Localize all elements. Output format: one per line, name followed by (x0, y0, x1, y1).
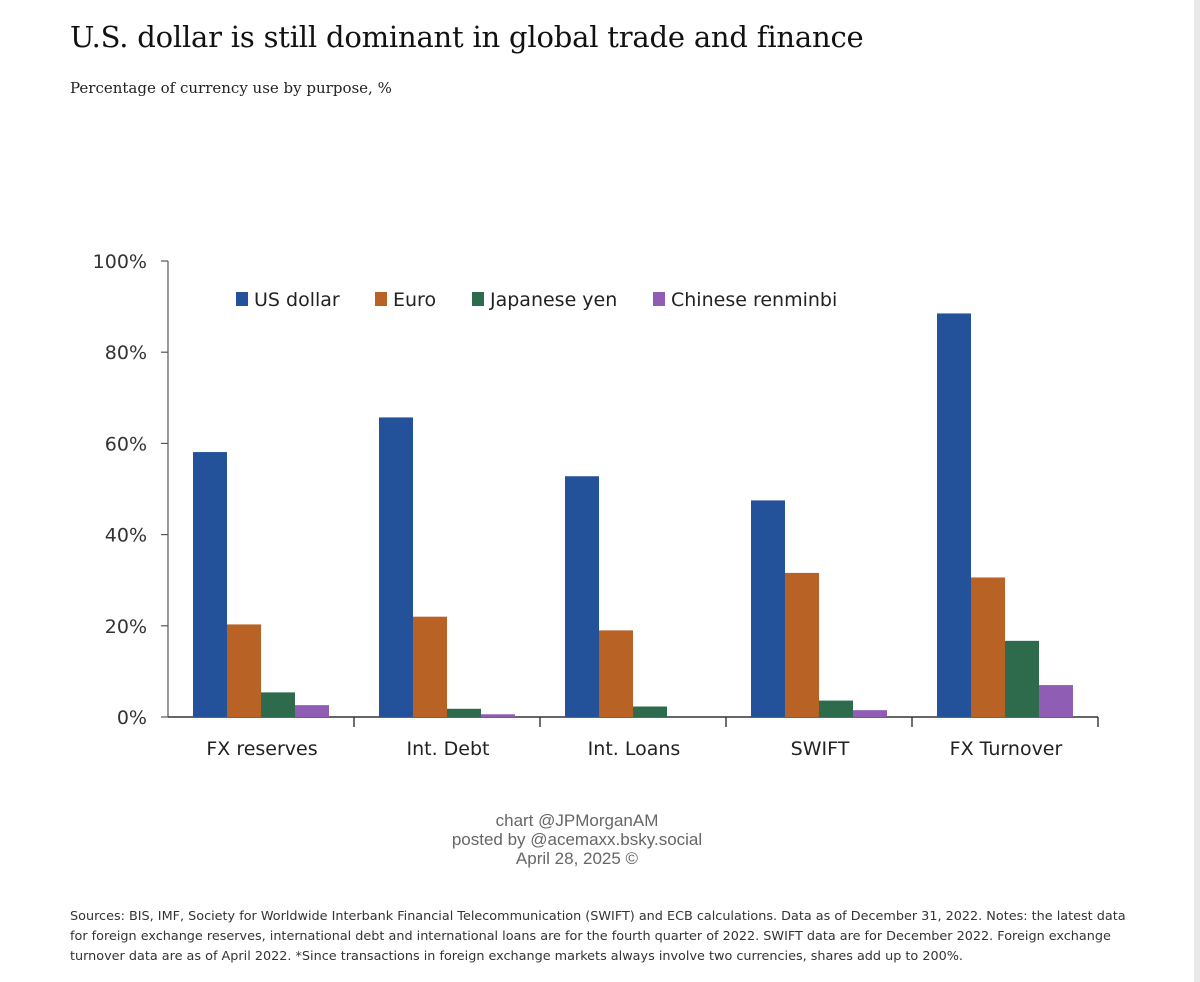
bar-chart: 0% 20% 40% 60% 80% 100% FX reserves Int. Debt In… (93, 251, 1099, 760)
legend-swatch (375, 292, 387, 306)
legend-label: US dollar (254, 289, 340, 311)
x-category-label: SWIFT (791, 738, 850, 760)
credit-line-1: chart @JPMorganAM (495, 811, 659, 830)
bar-us-dollar (193, 452, 227, 717)
bar-us-dollar (937, 313, 971, 717)
credit-line-2: posted by @acemaxx.bsky.social (451, 830, 703, 849)
legend-swatch (472, 292, 484, 306)
bar-japanese-yen (633, 706, 667, 717)
legend-swatch (236, 292, 248, 306)
legend-label: Euro (393, 289, 436, 311)
x-category-label: Int. Loans (588, 738, 681, 760)
x-category-label: FX reserves (206, 738, 317, 760)
legend-label: Chinese renminbi (671, 289, 837, 311)
bar-us-dollar (379, 417, 413, 717)
bar-euro (227, 624, 261, 717)
bar-chinese-renminbi (481, 714, 515, 717)
y-tick-label: 0% (117, 707, 147, 729)
bar-euro (971, 577, 1005, 717)
y-tick-label: 80% (105, 342, 147, 364)
x-category-label: Int. Debt (406, 738, 489, 760)
bar-euro (599, 630, 633, 717)
bar-japanese-yen (1005, 640, 1039, 717)
bar-japanese-yen (447, 708, 481, 717)
chart-subtitle: Percentage of currency use by purpose, % (70, 79, 392, 97)
legend-swatch (653, 292, 665, 306)
bar-chinese-renminbi (1039, 685, 1073, 717)
x-category-label: FX Turnover (950, 738, 1063, 760)
bar-euro (785, 572, 819, 717)
bar-euro (413, 616, 447, 717)
chart-title: U.S. dollar is still dominant in global … (70, 20, 864, 54)
bar-japanese-yen (261, 692, 295, 717)
y-tick-label: 20% (105, 616, 147, 638)
bar-chinese-renminbi (853, 710, 887, 717)
credit-line-3: April 28, 2025 © (515, 849, 639, 868)
bar-chinese-renminbi (295, 705, 329, 717)
page-edge (1194, 0, 1200, 982)
sources-footnote: Sources: BIS, IMF, Society for Worldwide… (70, 909, 1126, 964)
y-tick-label: 60% (105, 433, 147, 455)
bar-japanese-yen (819, 700, 853, 717)
y-tick-label: 100% (93, 251, 147, 273)
bar-us-dollar (751, 500, 785, 717)
legend-label: Japanese yen (489, 289, 617, 311)
y-tick-label: 40% (105, 525, 147, 547)
bar-us-dollar (565, 476, 599, 717)
